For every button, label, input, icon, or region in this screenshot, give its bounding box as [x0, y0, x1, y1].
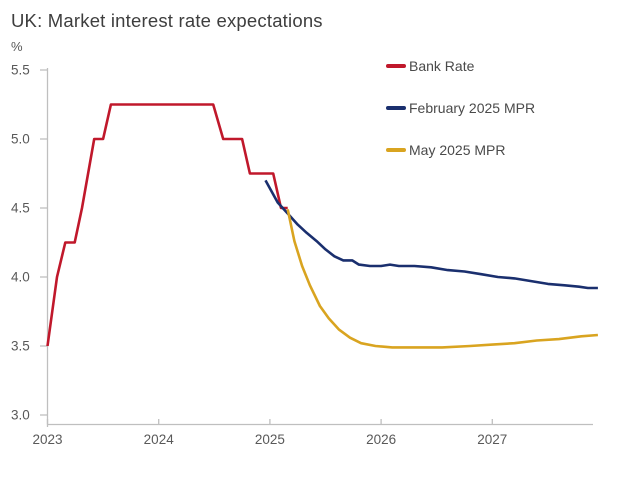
- february-2025-mpr-line-swatch-icon: [386, 106, 406, 110]
- x-tick-label: 2027: [477, 432, 507, 447]
- y-tick-label: 4.5: [11, 201, 30, 216]
- y-tick-label: 3.5: [11, 339, 30, 354]
- bank-rate-line-swatch-icon: [386, 64, 406, 68]
- may-2025-mpr-line-swatch-icon: [386, 148, 406, 152]
- legend-item-bank-rate: Bank Rate: [386, 57, 474, 75]
- series-line-may-2025-mpr: [286, 209, 599, 349]
- series-line-bank-rate: [46, 103, 288, 347]
- chart-title: UK: Market interest rate expectations: [11, 10, 323, 31]
- legend-item-may-2025-mpr: May 2025 MPR: [386, 141, 505, 159]
- legend-label: February 2025 MPR: [409, 100, 536, 116]
- x-tick-label: 2024: [144, 432, 175, 447]
- legend-item-february-2025-mpr: February 2025 MPR: [386, 99, 535, 117]
- y-tick-label: 3.0: [11, 408, 30, 423]
- y-axis-unit-label: %: [11, 39, 23, 54]
- legend-label: Bank Rate: [409, 58, 475, 74]
- x-tick-label: 2025: [255, 432, 285, 447]
- legend-label: May 2025 MPR: [409, 142, 506, 158]
- y-tick-label: 5.0: [11, 132, 30, 147]
- x-tick-label: 2026: [366, 432, 396, 447]
- x-tick-label: 2023: [32, 432, 62, 447]
- y-tick-label: 4.0: [11, 270, 30, 285]
- series-line-february-2025-mpr: [264, 179, 598, 290]
- y-tick-label: 5.5: [11, 63, 30, 78]
